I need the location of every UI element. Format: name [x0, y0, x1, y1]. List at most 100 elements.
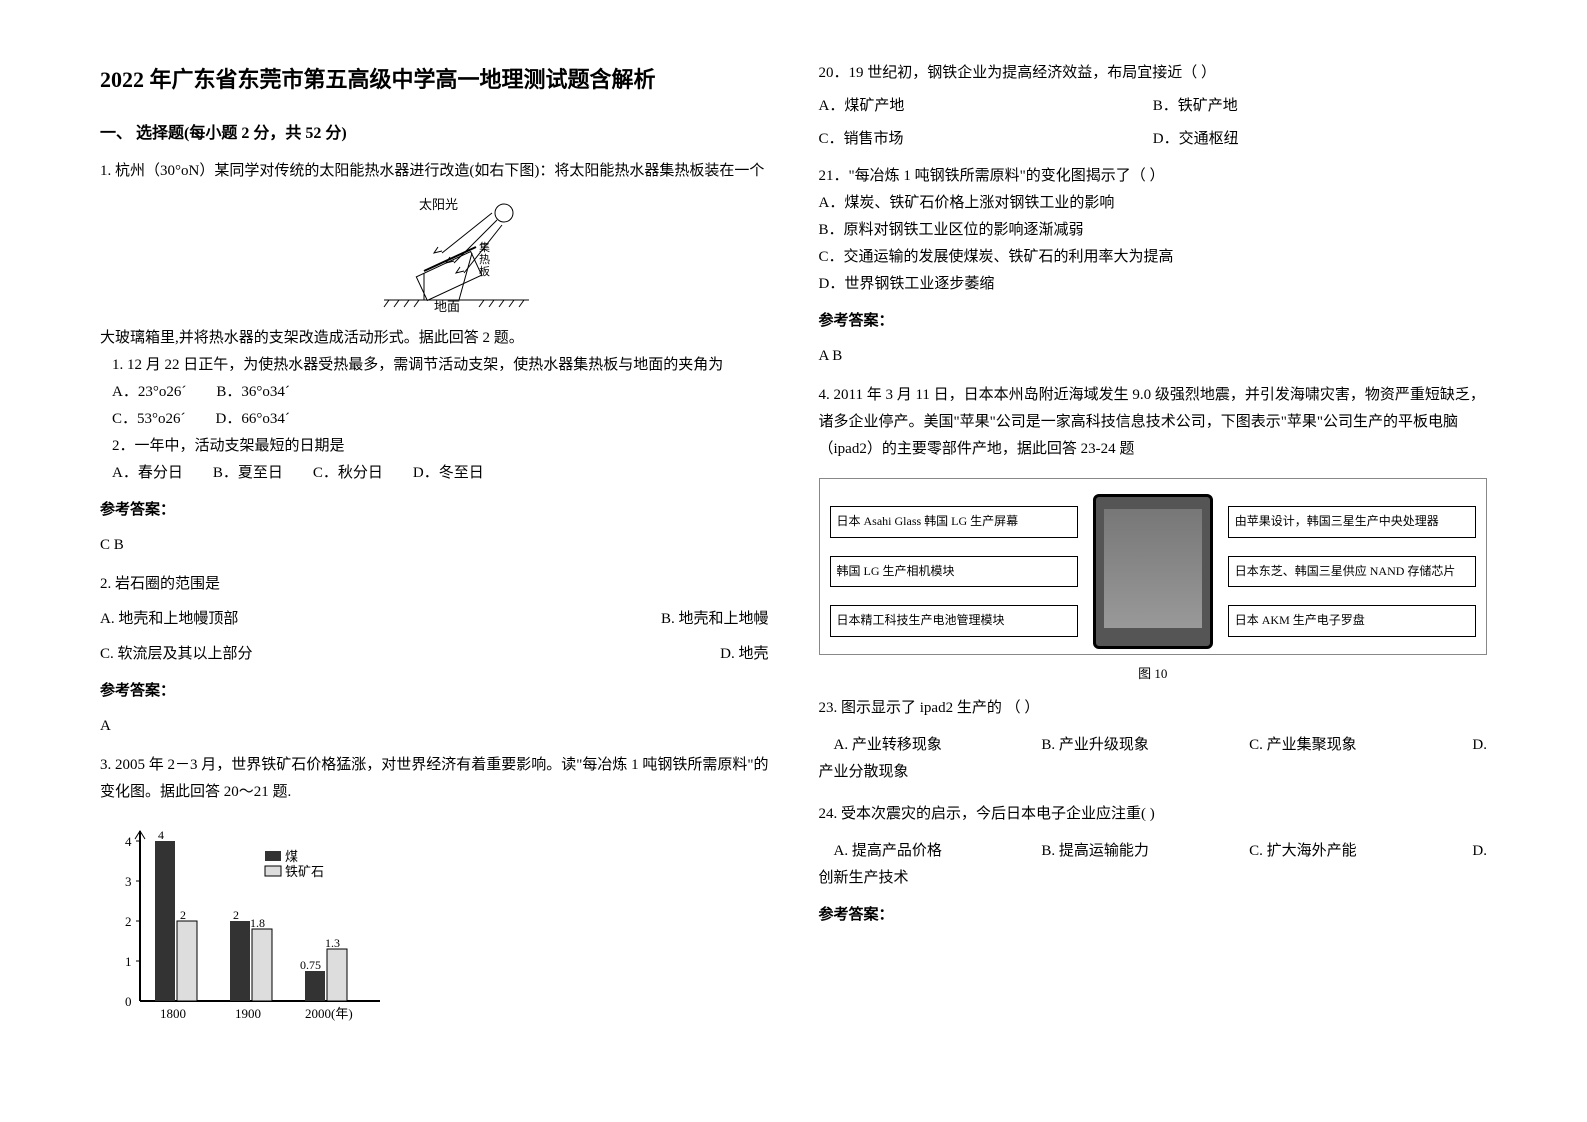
question-23: 23. 图示显示了 ipad2 生产的 （ ） A. 产业转移现象 B. 产业升… — [819, 695, 1488, 786]
bar-1800-iron-label: 2 — [180, 908, 186, 922]
q1-opt2-c: C．秋分日 — [313, 460, 383, 487]
question-3: 3. 2005 年 2－3 月，世界铁矿石价格猛涨，对世界经济有着重要影响。读"… — [100, 752, 769, 1041]
stand-2 — [459, 253, 472, 300]
bar-2000-coal-label: 0.75 — [300, 958, 321, 972]
fig-sun-label: 太阳光 — [419, 197, 458, 212]
q24-opt-b: B. 提高运输能力 — [1041, 838, 1249, 865]
ytick-1: 1 — [125, 954, 132, 969]
q2-opt-c: C. 软流层及其以上部分 — [100, 641, 253, 668]
ipad-box-2: 韩国 LG 生产相机模块 — [830, 556, 1078, 588]
q23-stem: 23. 图示显示了 ipad2 生产的 （ ） — [819, 695, 1488, 722]
panel-label-3: 板 — [479, 264, 490, 278]
bar-2000-iron-label: 1.3 — [325, 936, 340, 950]
q3-stem: 3. 2005 年 2－3 月，世界铁矿石价格猛涨，对世界经济有着重要影响。读"… — [100, 752, 769, 806]
bar-chart-svg: 0 1 2 3 4 4 2 2 1.8 0.75 — [100, 821, 400, 1031]
q1-sub2: 2．一年中，活动支架最短的日期是 — [112, 433, 769, 460]
xtick-1900: 1900 — [235, 1006, 261, 1021]
xtick-2000: 2000(年) — [305, 1006, 353, 1021]
panel-label-2: 热 — [479, 253, 490, 266]
legend-iron-label: 铁矿石 — [285, 864, 324, 879]
q2-opts-row1: A. 地壳和上地幔顶部 B. 地壳和上地幔 — [100, 606, 769, 633]
q2-answer-label: 参考答案： — [100, 678, 769, 705]
q1-figure: 太阳光 集 热 板 — [100, 195, 769, 315]
question-4: 4. 2011 年 3 月 11 日，日本本州岛附近海域发生 9.0 级强烈地震… — [819, 382, 1488, 685]
question-20: 20．19 世纪初，钢铁企业为提高经济效益，布局宜接近（ ） A．煤矿产地 B．… — [819, 60, 1488, 153]
q1-sub1-opts-row1: A．23°o26´ B．36°o34´ — [112, 379, 769, 406]
ipad-box-5: 日本东芝、韩国三星供应 NAND 存储芯片 — [1228, 556, 1476, 588]
q1-opt-c: C．53°o26´ — [112, 406, 186, 433]
ytick-0: 0 — [125, 994, 132, 1009]
ipad-screen — [1104, 509, 1202, 628]
q1-sub1: 1. 12 月 22 日正午，为使热水器受热最多，需调节活动支架，使热水器集热板… — [112, 352, 769, 379]
xtick-1800: 1800 — [160, 1006, 186, 1021]
question-2: 2. 岩石圈的范围是 A. 地壳和上地幔顶部 B. 地壳和上地幔 C. 软流层及… — [100, 571, 769, 740]
bar-1900-coal-label: 2 — [233, 908, 239, 922]
q20-opt-d: D．交通枢纽 — [1153, 126, 1487, 153]
q20-stem: 20．19 世纪初，钢铁企业为提高经济效益，布局宜接近（ ） — [819, 60, 1488, 87]
q23-opt-c: C. 产业集聚现象 — [1249, 732, 1457, 759]
bar-1900-iron — [252, 929, 272, 1001]
bar-1800-coal-label: 4 — [158, 828, 164, 842]
bar-2000-iron — [327, 949, 347, 1001]
panel-label-1: 集 — [479, 240, 490, 254]
left-column: 2022 年广东省东莞市第五高级中学高一地理测试题含解析 一、 选择题(每小题 … — [100, 60, 769, 1062]
solar-heater-svg: 太阳光 集 热 板 — [324, 195, 544, 315]
q21-answer: A B — [819, 343, 1488, 370]
q2-opt-b: B. 地壳和上地幔 — [661, 606, 769, 633]
ipad-right-col: 由苹果设计，韩国三星生产中央处理器 日本东芝、韩国三星供应 NAND 存储芯片 … — [1228, 506, 1476, 637]
q3-bar-chart: 0 1 2 3 4 4 2 2 1.8 0.75 — [100, 821, 769, 1041]
question-21: 21．"每冶炼 1 吨钢铁所需原料"的变化图揭示了（ ） A．煤炭、铁矿石价格上… — [819, 163, 1488, 370]
q4-stem: 4. 2011 年 3 月 11 日，日本本州岛附近海域发生 9.0 级强烈地震… — [819, 382, 1488, 463]
q23-opt-a: A. 产业转移现象 — [834, 732, 1042, 759]
legend-iron-swatch — [265, 866, 281, 876]
q1-opt-d: D．66°o34´ — [216, 406, 290, 433]
sun-icon — [495, 204, 513, 222]
bar-1800-iron — [177, 921, 197, 1001]
q1-opt2-b: B．夏至日 — [213, 460, 283, 487]
bar-2000-coal — [305, 971, 325, 1001]
arrow-2 — [434, 247, 442, 253]
q1-answer: C B — [100, 532, 769, 559]
q21-opt-c: C．交通运输的发展使煤炭、铁矿石的利用率大为提高 — [819, 244, 1488, 271]
q20-opt-c: C．销售市场 — [819, 126, 1153, 153]
ytick-3: 3 — [125, 874, 132, 889]
bar-1900-coal — [230, 921, 250, 1001]
q24-opts-row: A. 提高产品价格 B. 提高运输能力 C. 扩大海外产能 D. — [819, 838, 1488, 865]
q2-answer: A — [100, 713, 769, 740]
ipad-left-col: 日本 Asahi Glass 韩国 LG 生产屏幕 韩国 LG 生产相机模块 日… — [830, 506, 1078, 637]
ipad-device-icon — [1093, 494, 1213, 649]
q23-opts-row: A. 产业转移现象 B. 产业升级现象 C. 产业集聚现象 D. — [819, 732, 1488, 759]
ipad-box-1: 日本 Asahi Glass 韩国 LG 生产屏幕 — [830, 506, 1078, 538]
ipad-figure: 日本 Asahi Glass 韩国 LG 生产屏幕 韩国 LG 生产相机模块 日… — [819, 478, 1488, 655]
q21-answer-label: 参考答案： — [819, 308, 1488, 335]
q1-sub1-opts-row2: C．53°o26´ D．66°o34´ — [112, 406, 769, 433]
q23-opt-d-wrap: 产业分散现象 — [819, 759, 1488, 786]
q21-opt-a: A．煤炭、铁矿石价格上涨对钢铁工业的影响 — [819, 190, 1488, 217]
q21-stem: 21．"每冶炼 1 吨钢铁所需原料"的变化图揭示了（ ） — [819, 163, 1488, 190]
q21-opt-d: D．世界钢铁工业逐步萎缩 — [819, 271, 1488, 298]
q1-opt2-a: A．春分日 — [112, 460, 183, 487]
q24-opt-d-wrap: 创新生产技术 — [819, 865, 1488, 892]
bar-1900-iron-label: 1.8 — [250, 916, 265, 930]
ytick-2: 2 — [125, 914, 132, 929]
q1-sub2-opts: A．春分日 B．夏至日 C．秋分日 D．冬至日 — [112, 460, 769, 487]
q1-stem: 1. 杭州（30°oN）某同学对传统的太阳能热水器进行改造(如右下图)：将太阳能… — [100, 158, 769, 185]
q2-opt-a: A. 地壳和上地幔顶部 — [100, 606, 238, 633]
q1-opt2-d: D．冬至日 — [413, 460, 484, 487]
q20-opts-row2: C．销售市场 D．交通枢纽 — [819, 126, 1488, 153]
q20-opt-b: B．铁矿产地 — [1153, 93, 1487, 120]
q2-stem: 2. 岩石圈的范围是 — [100, 571, 769, 598]
question-24: 24. 受本次震灾的启示，今后日本电子企业应注重( ) A. 提高产品价格 B.… — [819, 801, 1488, 929]
q23-opt-b: B. 产业升级现象 — [1041, 732, 1249, 759]
q24-opt-d-prefix: D. — [1457, 838, 1487, 865]
q1-answer-label: 参考答案： — [100, 497, 769, 524]
ipad-box-3: 日本精工科技生产电池管理模块 — [830, 605, 1078, 637]
ipad-box-4: 由苹果设计，韩国三星生产中央处理器 — [1228, 506, 1476, 538]
q23-opt-d-prefix: D. — [1457, 732, 1487, 759]
ipad-caption: 图 10 — [819, 662, 1488, 685]
q1-continuation: 大玻璃箱里,并将热水器的支架改造成活动形式。据此回答 2 题。 — [100, 325, 769, 352]
ground-label: 地面 — [434, 299, 460, 314]
q1-opt-b: B．36°o34´ — [216, 379, 290, 406]
q24-stem: 24. 受本次震灾的启示，今后日本电子企业应注重( ) — [819, 801, 1488, 828]
arrow-3 — [456, 267, 464, 273]
